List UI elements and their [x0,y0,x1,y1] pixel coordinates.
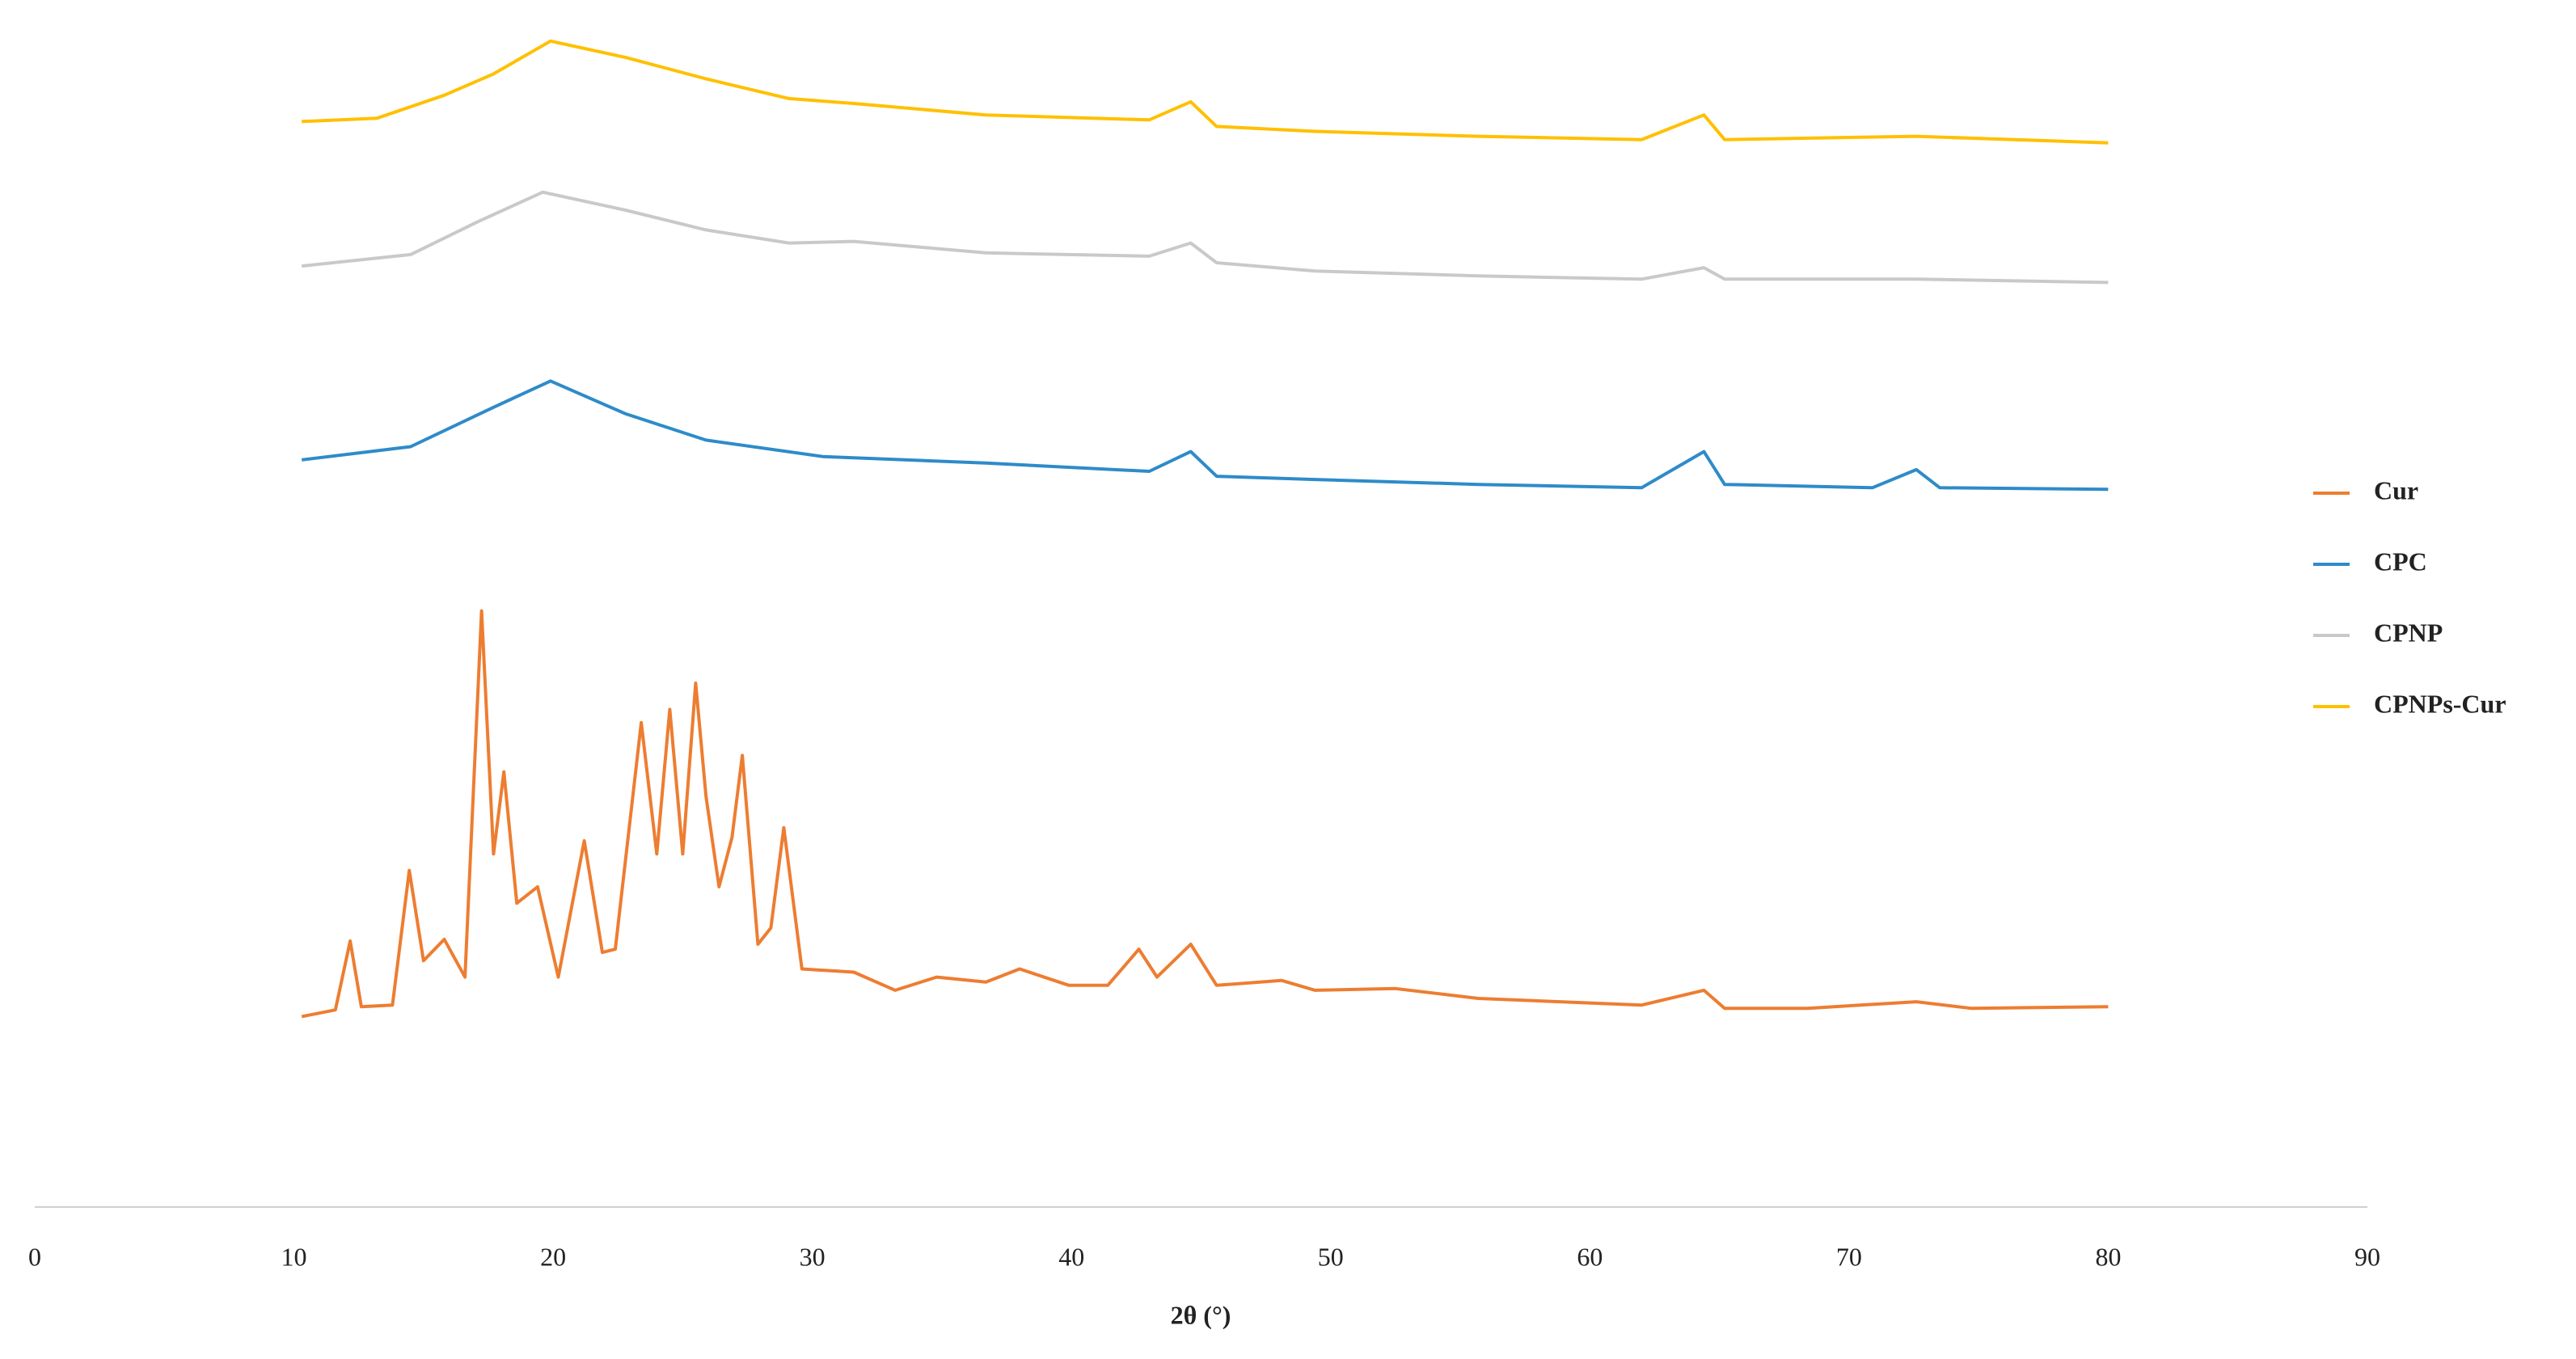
series-line [302,39,2109,145]
series-line [301,379,2109,492]
series-line [301,190,2109,285]
x-axis-title: 2θ (°) [1171,1300,1231,1329]
x-tick-label: 90 [2354,1242,2380,1271]
x-tick-label: 60 [1577,1242,1603,1271]
series-line [301,609,2109,1019]
x-tick-label: 20 [540,1242,566,1271]
legend-label: CPNP [2374,618,2443,647]
x-tick-label: 50 [1318,1242,1344,1271]
x-tick-label: 0 [28,1242,41,1271]
x-tick-label: 40 [1058,1242,1084,1271]
legend-label: CPC [2374,547,2427,576]
x-tick-label: 70 [1836,1242,1862,1271]
legend-label: CPNPs-Cur [2374,689,2506,718]
x-tick-label: 10 [281,1242,307,1271]
x-tick-label: 30 [800,1242,826,1271]
legend-label: Cur [2374,475,2418,504]
x-tick-label: 80 [2095,1242,2121,1271]
